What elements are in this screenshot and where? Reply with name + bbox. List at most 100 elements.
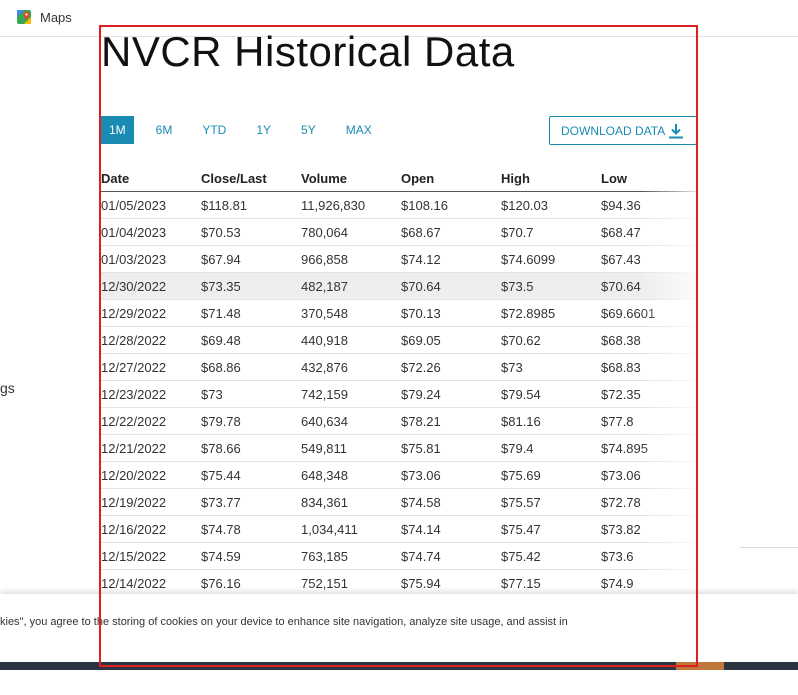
table-cell: $75.94 — [401, 575, 441, 591]
table-row: 12/20/2022 $75.44 648,348 $73.06 $75.69 $73.0… — [101, 462, 697, 489]
table-cell: 12/23/2022 — [101, 386, 167, 402]
table-cell: $68.47 — [601, 224, 641, 240]
table-cell: $70.64 — [401, 278, 441, 294]
range-tabs: 1M 6M YTD 1Y 5Y MAX — [101, 116, 394, 144]
maps-icon — [16, 9, 32, 25]
table-cell: $120.03 — [501, 197, 548, 213]
table-cell: 01/03/2023 — [101, 251, 167, 267]
table-cell: $70.7 — [501, 224, 534, 240]
table-cell: $73.6 — [601, 548, 634, 564]
table-cell: 648,348 — [301, 467, 348, 483]
table-cell: $68.83 — [601, 359, 641, 375]
table-row: 12/30/2022 $73.35 482,187 $70.64 $73.5 $70.64 — [101, 273, 697, 300]
table-cell: $69.48 — [201, 332, 241, 348]
table-cell: 12/20/2022 — [101, 467, 167, 483]
table-cell: 12/28/2022 — [101, 332, 167, 348]
table-cell: 482,187 — [301, 278, 348, 294]
table-cell: $74.59 — [201, 548, 241, 564]
range-tab-1y[interactable]: 1Y — [256, 123, 272, 137]
table-cell: 11,926,830 — [301, 197, 366, 213]
table-cell: $70.64 — [601, 278, 641, 294]
historical-data-table: Date Close/Last Volume Open High Low 01/05/20… — [101, 166, 697, 597]
download-data-label: DOWNLOAD DATA — [561, 123, 666, 138]
table-row: 12/22/2022 $79.78 640,634 $78.21 $81.16 $77.8 — [101, 408, 697, 435]
table-cell: $76.16 — [201, 575, 241, 591]
column-header-low[interactable]: Low — [601, 171, 627, 186]
table-cell: $72.8985 — [501, 305, 556, 321]
table-cell: $79.24 — [401, 386, 441, 402]
table-cell: 834,361 — [301, 494, 348, 510]
table-row: 12/15/2022 $74.59 763,185 $74.74 $75.42 $73.6 — [101, 543, 697, 570]
table-cell: $73.06 — [401, 467, 441, 483]
table-cell: 01/04/2023 — [101, 224, 167, 240]
range-tab-5y[interactable]: 5Y — [301, 123, 316, 137]
table-cell: 12/30/2022 — [101, 278, 167, 294]
table-cell: 640,634 — [301, 413, 348, 429]
table-cell: $108.16 — [401, 197, 448, 213]
table-cell: $73.77 — [201, 494, 241, 510]
table-cell: 12/19/2022 — [101, 494, 167, 510]
range-tab-1m[interactable]: 1M — [101, 116, 134, 144]
range-tab-ytd[interactable]: YTD — [202, 123, 227, 137]
table-cell: 12/15/2022 — [101, 548, 167, 564]
column-header-date[interactable]: Date — [101, 171, 130, 186]
table-cell: 549,811 — [301, 440, 348, 456]
table-cell: $94.36 — [601, 197, 641, 213]
table-cell: $74.58 — [401, 494, 441, 510]
table-cell: $73.82 — [601, 521, 641, 537]
table-row: 12/14/2022 $76.16 752,151 $75.94 $77.15 $74.9 — [101, 570, 697, 597]
footer-accent — [676, 662, 724, 670]
table-row: 12/23/2022 $73 742,159 $79.24 $79.54 $72.35 — [101, 381, 697, 408]
cookie-banner-text: kies", you agree to the storing of cooki… — [0, 616, 568, 628]
table-cell: 966,858 — [301, 251, 348, 267]
table-cell: $67.43 — [601, 251, 641, 267]
column-header-open[interactable]: Open — [401, 171, 435, 186]
bookmark-maps-label: Maps — [40, 9, 72, 25]
table-cell: $75.47 — [501, 521, 541, 537]
table-cell: 440,918 — [301, 332, 348, 348]
table-cell: $69.05 — [401, 332, 441, 348]
table-cell: $73.5 — [501, 278, 534, 294]
column-header-high[interactable]: High — [501, 171, 530, 186]
column-header-close-last[interactable]: Close/Last — [201, 171, 267, 186]
table-cell: $72.26 — [401, 359, 441, 375]
table-header: Date Close/Last Volume Open High Low — [101, 166, 697, 192]
table-cell: $75.42 — [501, 548, 541, 564]
table-row: 12/16/2022 $74.78 1,034,411 $74.14 $75.47 $73… — [101, 516, 697, 543]
partial-sidebar-text: gs — [0, 380, 15, 396]
table-cell: $75.69 — [501, 467, 541, 483]
column-header-volume[interactable]: Volume — [301, 171, 347, 186]
table-cell: $77.15 — [501, 575, 541, 591]
table-cell: $81.16 — [501, 413, 541, 429]
table-row: 12/21/2022 $78.66 549,811 $75.81 $79.4 $74.89… — [101, 435, 697, 462]
table-row: 12/27/2022 $68.86 432,876 $72.26 $73 $68.83 — [101, 354, 697, 381]
download-icon — [667, 122, 685, 140]
page-title: NVCR Historical Data — [101, 28, 515, 75]
table-row: 01/03/2023 $67.94 966,858 $74.12 $74.6099 $67… — [101, 246, 697, 273]
table-row: 12/19/2022 $73.77 834,361 $74.58 $75.57 $72.7… — [101, 489, 697, 516]
table-cell: $74.74 — [401, 548, 441, 564]
range-tab-max[interactable]: MAX — [345, 123, 372, 137]
table-cell: $77.8 — [601, 413, 634, 429]
table-cell: 763,185 — [301, 548, 348, 564]
table-cell: 742,159 — [301, 386, 348, 402]
table-cell: $67.94 — [201, 251, 241, 267]
table-cell: 752,151 — [301, 575, 348, 591]
download-data-button[interactable]: DOWNLOAD DATA — [549, 116, 697, 145]
table-cell: $73.35 — [201, 278, 241, 294]
table-cell: $118.81 — [201, 197, 248, 213]
bookmark-maps[interactable]: Maps — [16, 9, 72, 25]
table-row: 01/05/2023 $118.81 11,926,830 $108.16 $120.0… — [101, 192, 697, 219]
table-row: 01/04/2023 $70.53 780,064 $68.67 $70.7 $68.47 — [101, 219, 697, 246]
table-cell: 780,064 — [301, 224, 348, 240]
table-cell: 12/22/2022 — [101, 413, 167, 429]
table-cell: $75.81 — [401, 440, 441, 456]
table-cell: $70.62 — [501, 332, 541, 348]
table-cell: $72.35 — [601, 386, 641, 402]
cookie-banner: kies", you agree to the storing of cooki… — [0, 594, 798, 662]
table-cell: $68.38 — [601, 332, 641, 348]
table-cell: $68.67 — [401, 224, 441, 240]
table-cell: $72.78 — [601, 494, 641, 510]
range-tab-6m[interactable]: 6M — [155, 123, 173, 137]
table-cell: 12/29/2022 — [101, 305, 167, 321]
